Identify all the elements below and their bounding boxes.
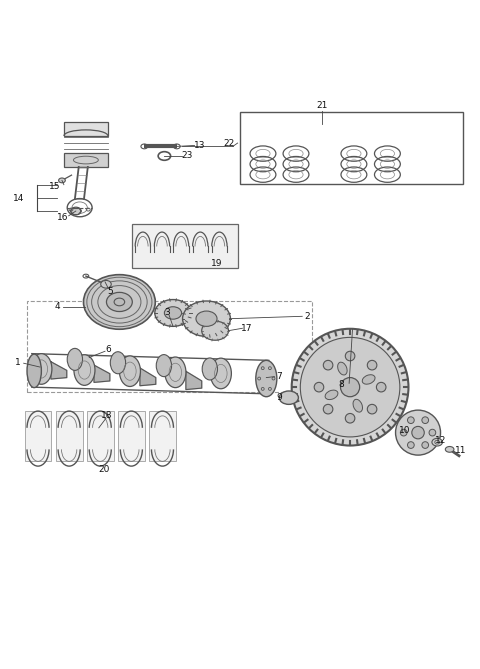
- Text: 15: 15: [49, 181, 60, 191]
- Ellipse shape: [67, 349, 83, 371]
- Text: 5: 5: [107, 287, 113, 296]
- Circle shape: [396, 410, 441, 455]
- Text: 20: 20: [98, 465, 109, 474]
- Circle shape: [429, 429, 436, 436]
- Text: 1: 1: [14, 358, 20, 367]
- Text: 10: 10: [399, 425, 411, 435]
- Bar: [64, 122, 108, 136]
- Ellipse shape: [164, 307, 181, 319]
- Polygon shape: [51, 362, 67, 379]
- Ellipse shape: [256, 361, 277, 397]
- Bar: [118, 411, 145, 462]
- Text: 21: 21: [317, 101, 328, 110]
- Circle shape: [292, 328, 408, 446]
- Circle shape: [300, 337, 400, 437]
- Ellipse shape: [165, 357, 186, 387]
- Polygon shape: [140, 368, 156, 386]
- Text: 23: 23: [181, 151, 193, 161]
- Text: 16: 16: [57, 213, 69, 222]
- Bar: [87, 411, 114, 462]
- Ellipse shape: [210, 358, 231, 389]
- Bar: [27, 301, 312, 392]
- Text: 6: 6: [106, 345, 111, 355]
- Text: 4: 4: [54, 302, 60, 311]
- Ellipse shape: [107, 292, 132, 312]
- Bar: [240, 112, 463, 184]
- Ellipse shape: [59, 178, 65, 183]
- Ellipse shape: [279, 391, 299, 404]
- Text: 2: 2: [304, 312, 310, 321]
- Text: 19: 19: [211, 259, 223, 268]
- Ellipse shape: [362, 375, 375, 384]
- Bar: [24, 411, 51, 462]
- Circle shape: [314, 383, 324, 392]
- Ellipse shape: [202, 321, 228, 341]
- Text: 9: 9: [277, 393, 283, 402]
- Polygon shape: [94, 365, 110, 383]
- Ellipse shape: [337, 362, 347, 375]
- Ellipse shape: [27, 354, 41, 387]
- Polygon shape: [186, 371, 202, 389]
- Circle shape: [324, 404, 333, 414]
- Ellipse shape: [432, 438, 443, 446]
- Ellipse shape: [196, 311, 217, 326]
- Text: 17: 17: [241, 324, 253, 332]
- Text: 14: 14: [13, 193, 24, 203]
- Ellipse shape: [445, 446, 454, 452]
- Circle shape: [340, 377, 360, 397]
- Text: 22: 22: [224, 138, 235, 148]
- Text: 7: 7: [276, 372, 282, 381]
- Ellipse shape: [84, 275, 156, 329]
- Circle shape: [422, 417, 429, 423]
- Circle shape: [367, 404, 377, 414]
- Ellipse shape: [120, 356, 141, 387]
- Text: 3: 3: [164, 308, 170, 317]
- Circle shape: [408, 442, 414, 448]
- Circle shape: [376, 383, 386, 392]
- Circle shape: [412, 426, 424, 439]
- Bar: [64, 153, 108, 167]
- Ellipse shape: [182, 301, 230, 337]
- Ellipse shape: [74, 355, 95, 385]
- Bar: [149, 411, 176, 462]
- Ellipse shape: [353, 399, 362, 412]
- Circle shape: [422, 442, 429, 448]
- Circle shape: [324, 361, 333, 370]
- Bar: [56, 411, 83, 462]
- Text: 8: 8: [338, 380, 344, 389]
- Ellipse shape: [325, 390, 338, 399]
- Ellipse shape: [71, 207, 81, 215]
- Text: 11: 11: [456, 446, 467, 455]
- Ellipse shape: [31, 354, 52, 384]
- Ellipse shape: [156, 355, 171, 377]
- Bar: [132, 224, 238, 268]
- Circle shape: [408, 417, 414, 423]
- Text: 13: 13: [193, 141, 205, 150]
- Ellipse shape: [101, 280, 111, 288]
- Ellipse shape: [202, 358, 217, 380]
- Circle shape: [345, 351, 355, 361]
- Ellipse shape: [155, 300, 191, 326]
- Ellipse shape: [110, 352, 126, 374]
- Text: 18: 18: [101, 411, 113, 420]
- Text: 12: 12: [435, 436, 447, 446]
- Circle shape: [345, 413, 355, 423]
- Circle shape: [367, 361, 377, 370]
- Circle shape: [400, 429, 407, 436]
